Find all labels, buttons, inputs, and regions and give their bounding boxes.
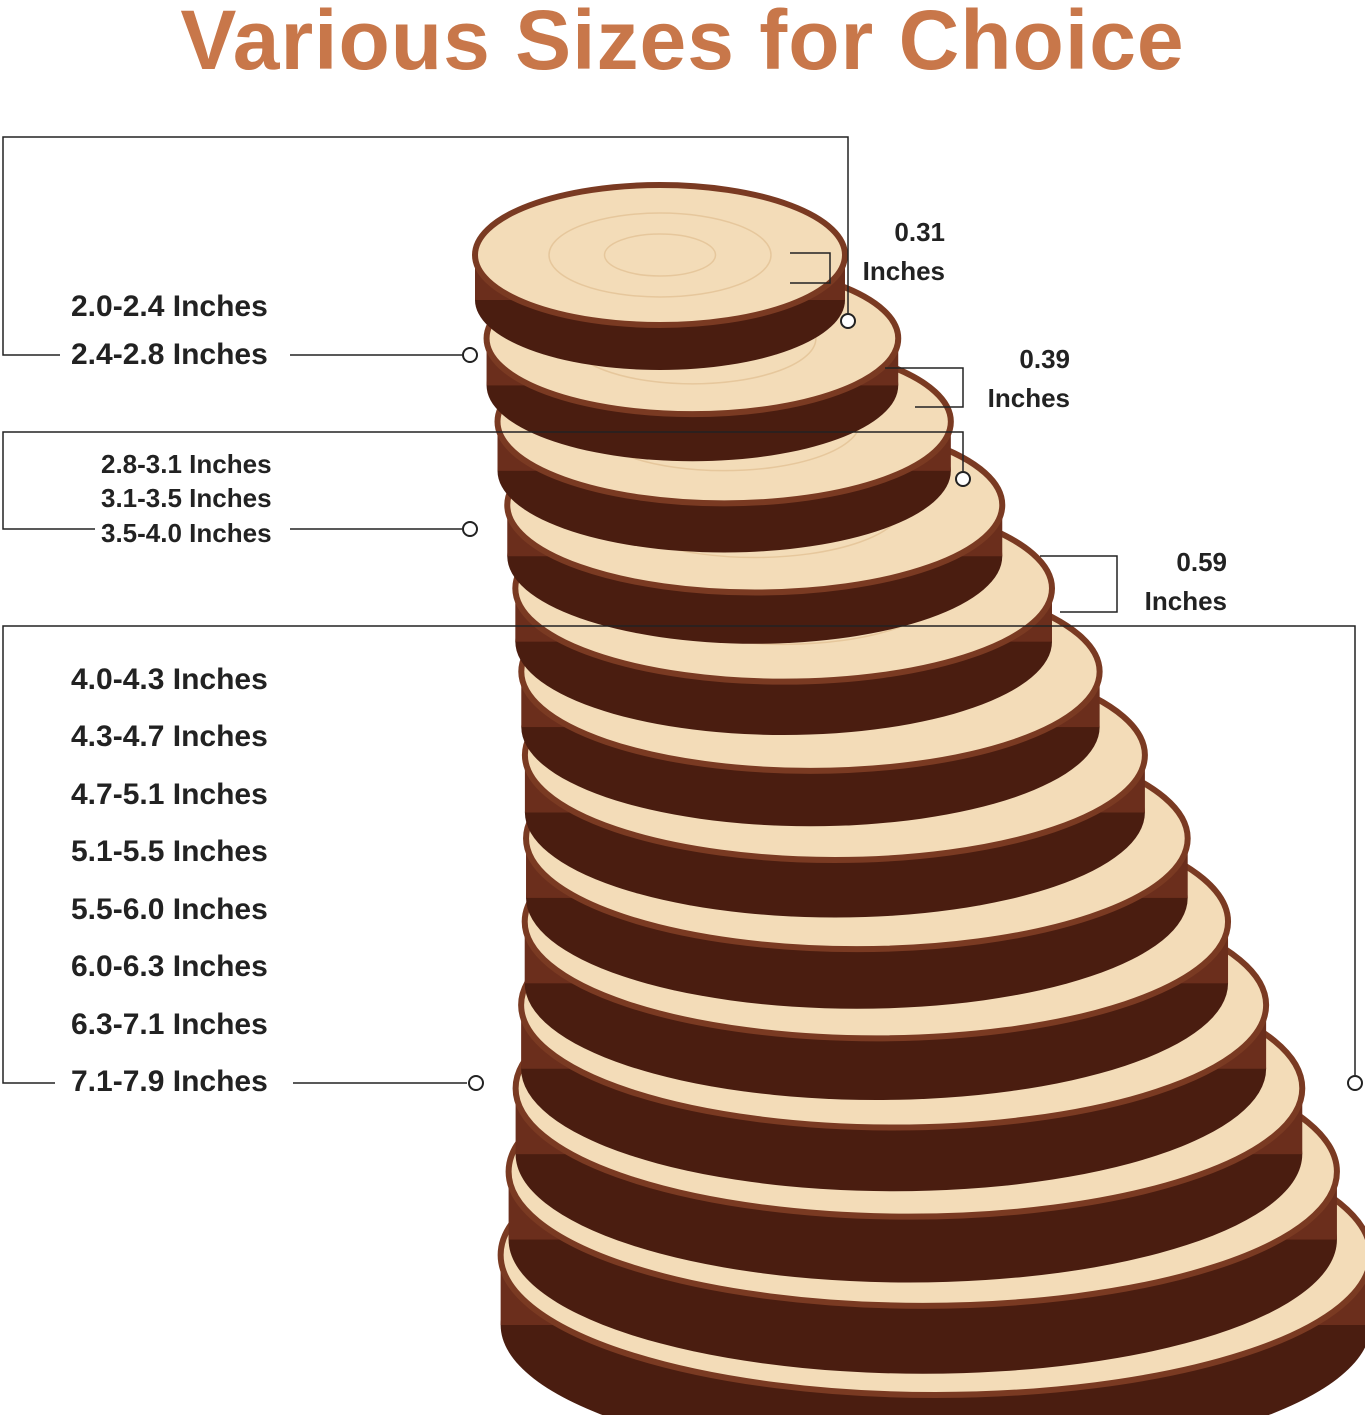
marker-dot	[955, 471, 971, 487]
thickness-value: 0.31	[894, 217, 945, 247]
thickness-label-2: 0.39 Inches	[975, 340, 1070, 418]
size-label: 5.1-5.5 Inches	[71, 835, 268, 868]
thickness-bracket-1	[790, 252, 831, 284]
marker-dot	[840, 313, 856, 329]
marker-dot	[1347, 1075, 1363, 1091]
bracket-group-3	[2, 625, 1356, 1084]
thickness-value: 0.59	[1176, 547, 1227, 577]
thickness-unit: Inches	[987, 383, 1070, 413]
thickness-bracket-3	[1040, 555, 1118, 613]
thickness-bracket-2	[885, 367, 964, 408]
bracket-group-2	[2, 431, 964, 530]
thickness-label-3: 0.59 Inches	[1130, 543, 1227, 621]
thickness-unit: Inches	[862, 256, 945, 286]
size-label: 3.5-4.0 Inches	[101, 518, 272, 548]
size-label: 5.5-6.0 Inches	[71, 893, 268, 926]
size-label: 4.0-4.3 Inches	[71, 663, 268, 696]
size-label: 4.3-4.7 Inches	[71, 720, 268, 753]
size-label: 2.0-2.4 Inches	[71, 290, 268, 323]
wood-slice	[472, 182, 848, 370]
bracket-group-1	[2, 136, 849, 356]
marker-dot	[462, 521, 478, 537]
marker-dot	[462, 347, 478, 363]
size-label: 4.7-5.1 Inches	[71, 778, 268, 811]
size-label: 2.8-3.1 Inches	[101, 449, 272, 479]
thickness-unit: Inches	[1144, 586, 1227, 616]
size-label: 2.4-2.8 Inches	[71, 338, 268, 371]
thickness-value: 0.39	[1019, 344, 1070, 374]
title: Various Sizes for Choice	[180, 0, 1185, 87]
size-label: 6.0-6.3 Inches	[71, 950, 268, 983]
marker-dot	[468, 1075, 484, 1091]
size-label: 7.1-7.9 Inches	[71, 1065, 268, 1098]
size-label: 6.3-7.1 Inches	[71, 1008, 268, 1041]
thickness-label-1: 0.31 Inches	[850, 213, 945, 291]
size-label: 3.1-3.5 Inches	[101, 483, 272, 513]
